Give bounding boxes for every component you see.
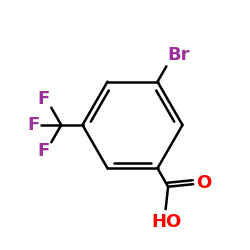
Text: Br: Br xyxy=(168,46,190,64)
Text: HO: HO xyxy=(152,213,182,231)
Text: F: F xyxy=(37,90,49,108)
Text: F: F xyxy=(27,116,39,134)
Text: O: O xyxy=(196,174,211,192)
Text: F: F xyxy=(37,142,49,160)
